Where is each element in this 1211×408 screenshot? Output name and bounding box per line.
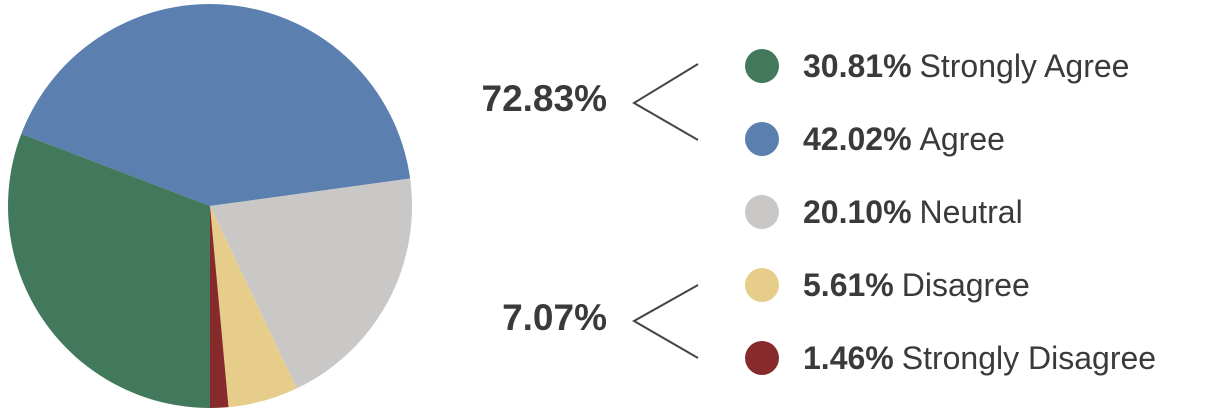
disagree-total-label: 7.07% (502, 297, 607, 338)
agree-total-label: 72.83% (481, 78, 608, 119)
agree-bracket (632, 63, 699, 141)
legend-item-strongly-disagree: 1.46% Strongly Disagree (745, 338, 1156, 378)
legend-item-neutral: 20.10% Neutral (745, 192, 1023, 232)
legend-pct-neutral: 20.10% (803, 193, 912, 230)
legend-pct-agree: 42.02% (803, 120, 912, 157)
legend-item-agree: 42.02% Agree (745, 119, 1005, 159)
slice-strongly-agree (7, 133, 211, 408)
legend-label-neutral: Neutral (919, 193, 1023, 230)
legend-dot-strongly-disagree (745, 341, 779, 375)
legend-pct-strongly-disagree: 1.46% (803, 339, 894, 376)
legend-pct-disagree: 5.61% (803, 266, 894, 303)
slice-strongly-disagree (210, 206, 229, 408)
legend-label-agree: Agree (919, 120, 1005, 157)
legend-label-disagree: Disagree (901, 266, 1030, 303)
legend-dot-strongly-agree (745, 49, 779, 83)
slice-neutral (210, 178, 413, 389)
legend-dot-neutral (745, 195, 779, 229)
slice-agree (21, 4, 411, 207)
legend-dot-agree (745, 122, 779, 156)
legend-item-strongly-agree: 30.81% Strongly Agree (745, 46, 1129, 86)
pie-chart (7, 4, 413, 408)
legend-item-disagree: 5.61% Disagree (745, 265, 1030, 305)
legend-label-strongly-agree: Strongly Agree (919, 47, 1130, 84)
group-brackets (631, 63, 699, 359)
slice-disagree (210, 206, 297, 408)
legend-dot-disagree (745, 268, 779, 302)
legend-label-strongly-disagree: Strongly Disagree (901, 339, 1157, 376)
legend-pct-strongly-agree: 30.81% (803, 47, 912, 84)
disagree-bracket (631, 284, 699, 359)
